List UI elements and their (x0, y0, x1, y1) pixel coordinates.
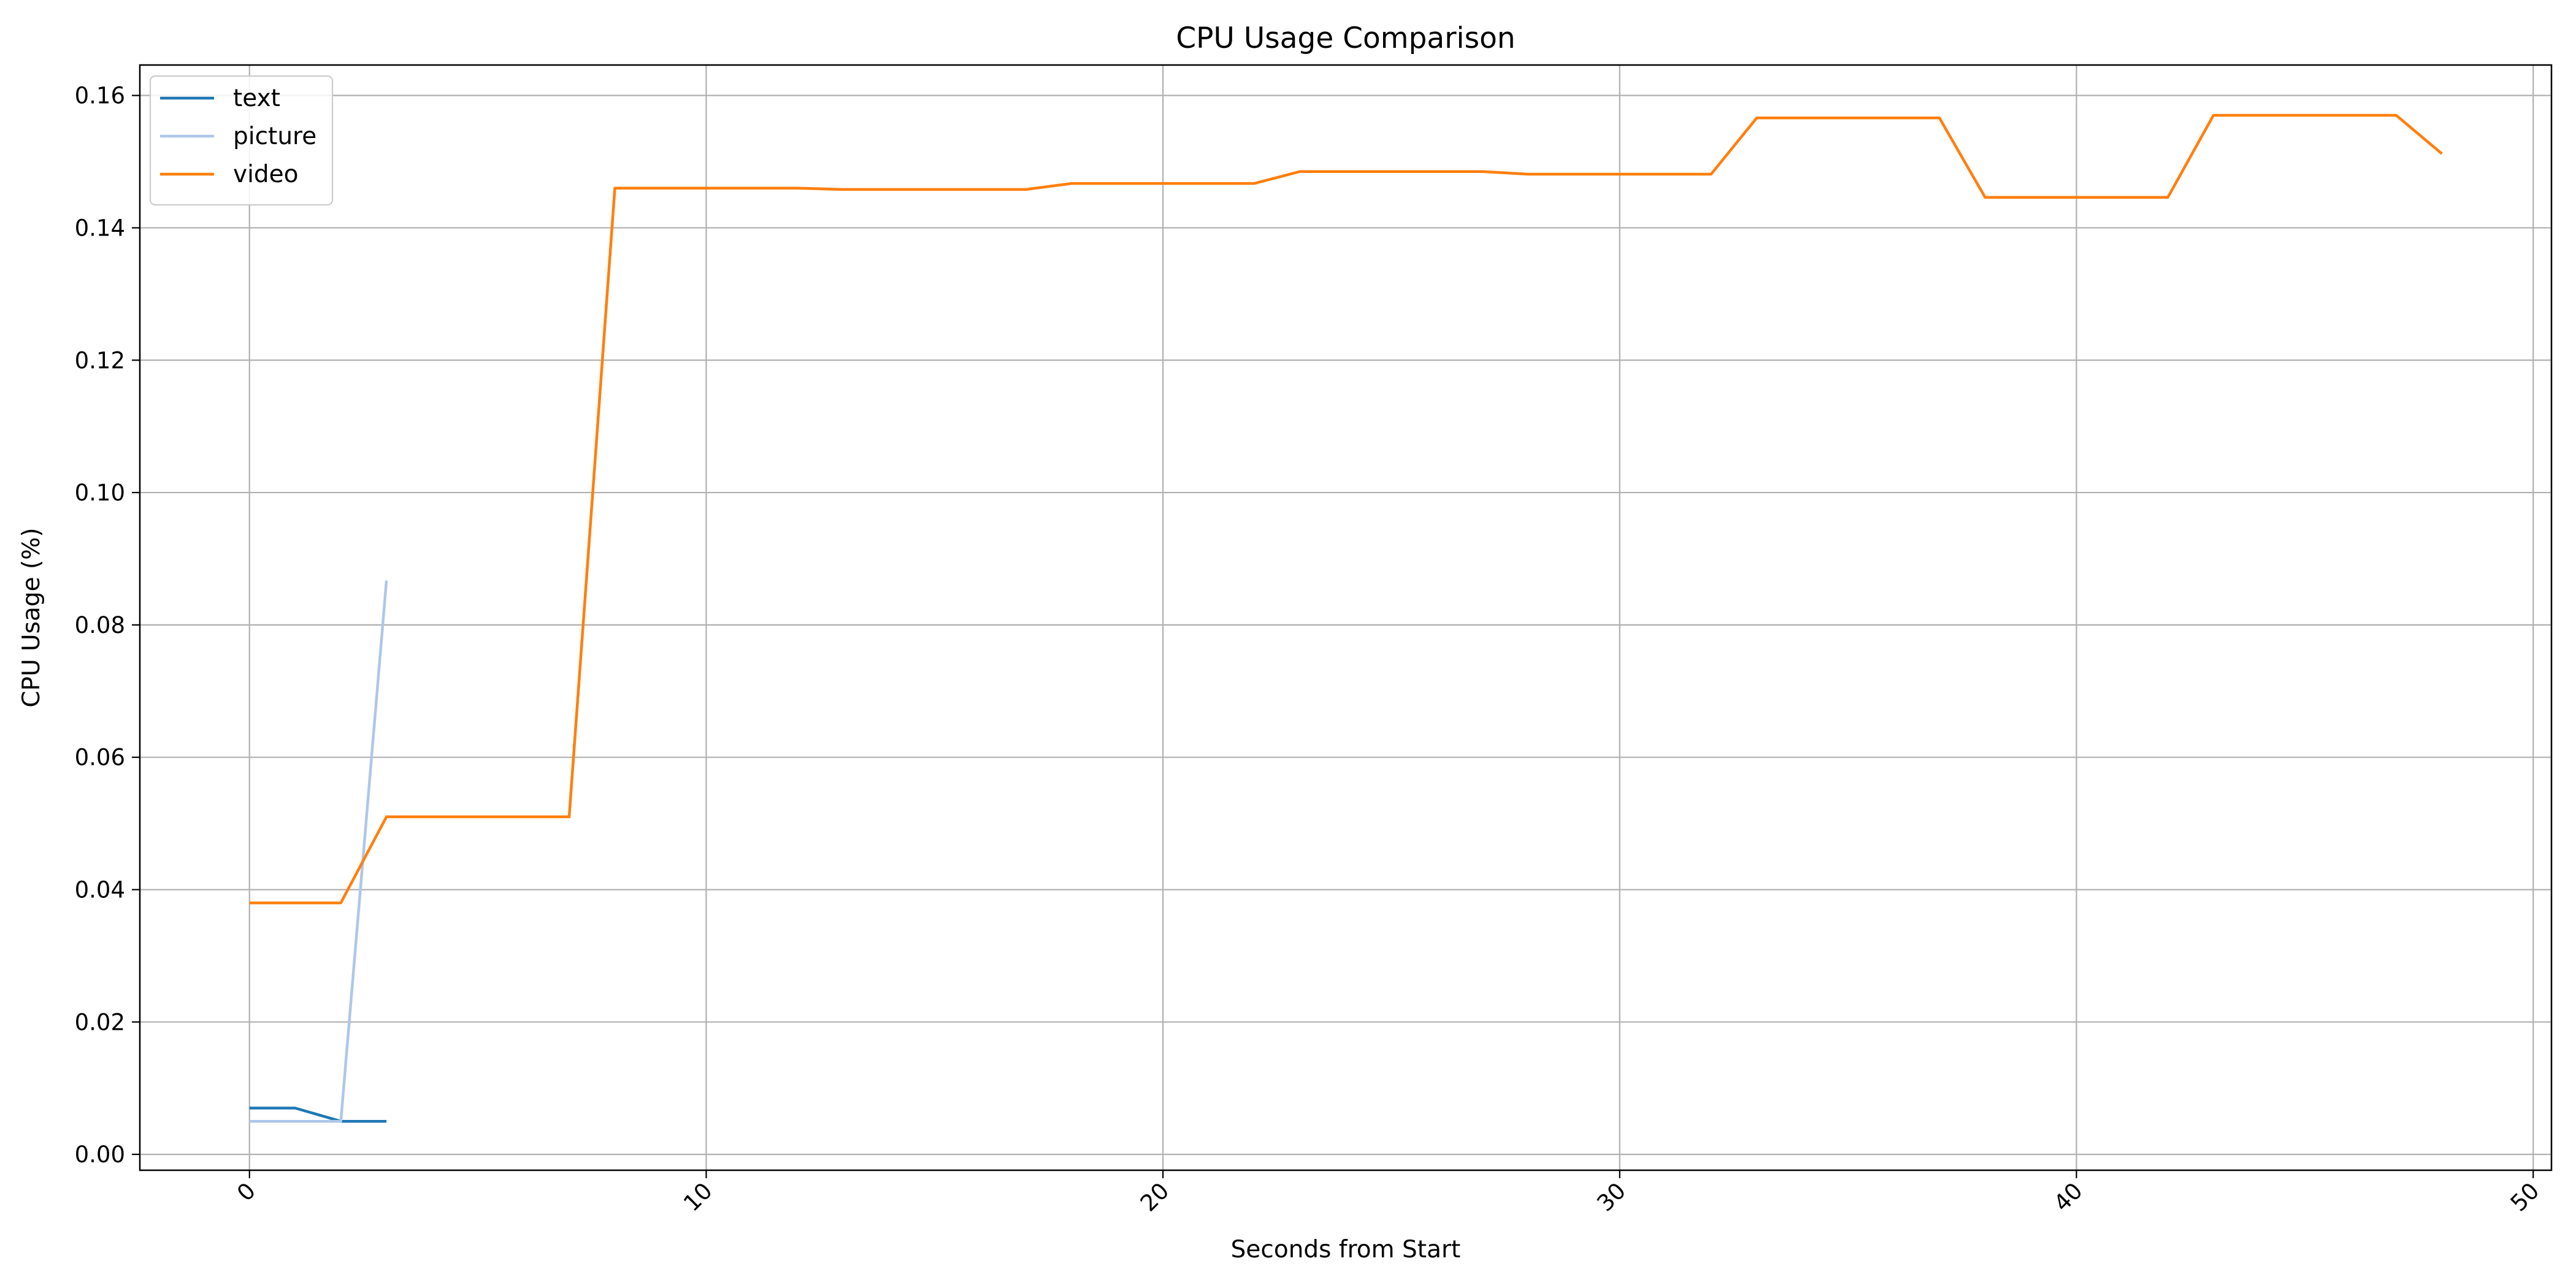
y-tick-label: 0.08 (75, 612, 125, 638)
series-line-picture (249, 580, 388, 1123)
x-axis-label: Seconds from Start (1231, 1236, 1461, 1263)
y-tick-label: 0.12 (75, 347, 125, 374)
y-tick-label: 0.04 (75, 876, 125, 903)
legend-label-picture: picture (233, 123, 316, 150)
chart-title: CPU Usage Comparison (1176, 21, 1515, 55)
grid-lines (140, 65, 2551, 1170)
legend: text picture video (149, 75, 334, 206)
y-tick-label: 0.14 (75, 215, 125, 241)
series-line-video (249, 113, 2443, 905)
y-tick-label: 0.06 (75, 745, 125, 771)
series-lines (249, 113, 2443, 1123)
series-line-text (249, 1106, 387, 1123)
y-tick-label: 0.02 (75, 1009, 125, 1035)
y-axis-label: CPU Usage (%) (18, 527, 45, 707)
legend-box (149, 75, 334, 206)
plot-frame (139, 64, 2553, 1171)
y-tick-label: 0.16 (75, 83, 125, 109)
y-tick-label: 0.00 (75, 1141, 125, 1168)
legend-label-video: video (233, 161, 299, 188)
legend-label-text: text (233, 85, 280, 112)
y-tick-label: 0.10 (75, 480, 125, 506)
